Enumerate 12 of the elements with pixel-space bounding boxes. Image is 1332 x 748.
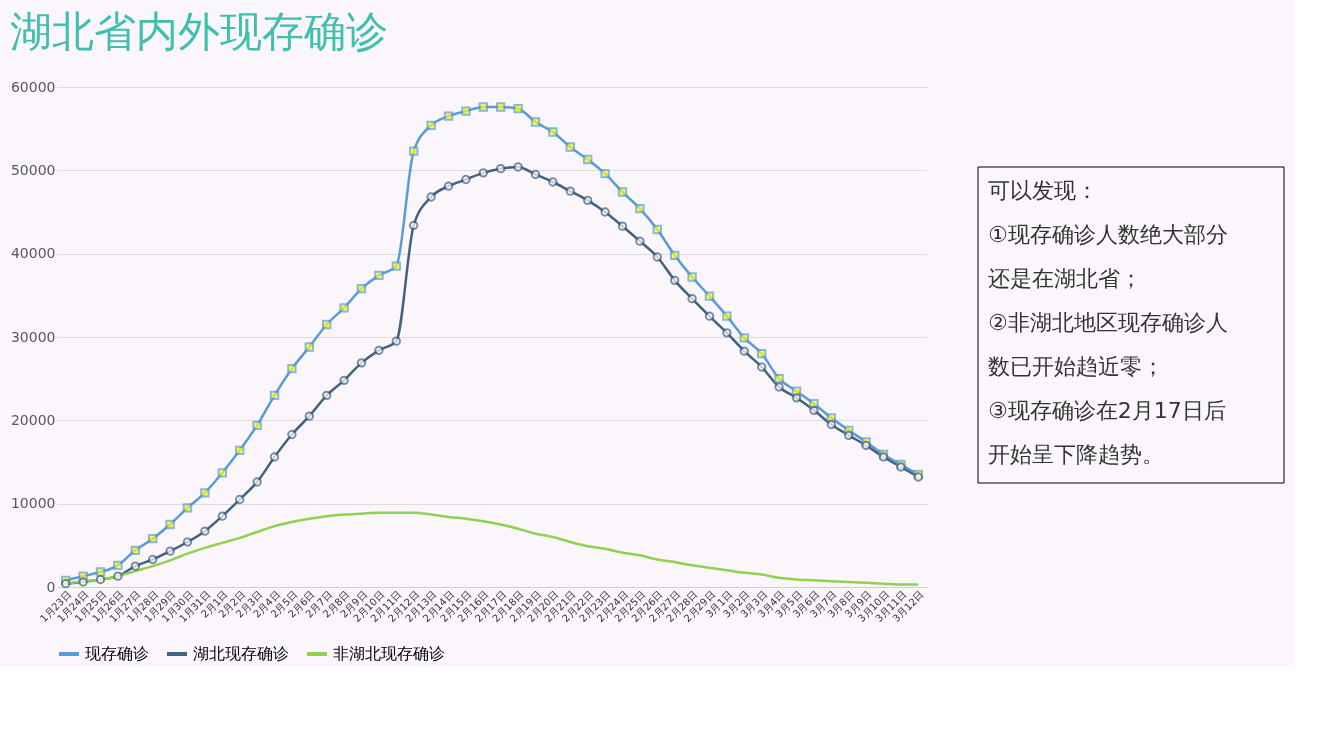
text: 可以发现： ①现存确诊人数绝大部分还是在湖北省； ②非湖北地区现存确诊人数已开始趋近零； ③现存确诊在2月17日后开始呈下降趋势。 [988, 178, 1228, 467]
y-tick-label: 10000 [10, 495, 56, 512]
y-tick-label: 30000 [10, 328, 56, 345]
legend-label: 非湖北现存确诊 [333, 644, 445, 663]
chart-title: 湖北省内外现存确诊 [10, 7, 389, 56]
y-tick-label: 40000 [10, 245, 56, 262]
legend-label: 现存确诊 [85, 644, 149, 663]
legend-label: 湖北现存确诊 [193, 644, 289, 663]
y-tick-label: 50000 [10, 161, 56, 178]
y-tick-label: 60000 [10, 78, 56, 95]
y-tick-label: 0 [46, 578, 56, 595]
y-tick-label: 20000 [10, 411, 56, 428]
